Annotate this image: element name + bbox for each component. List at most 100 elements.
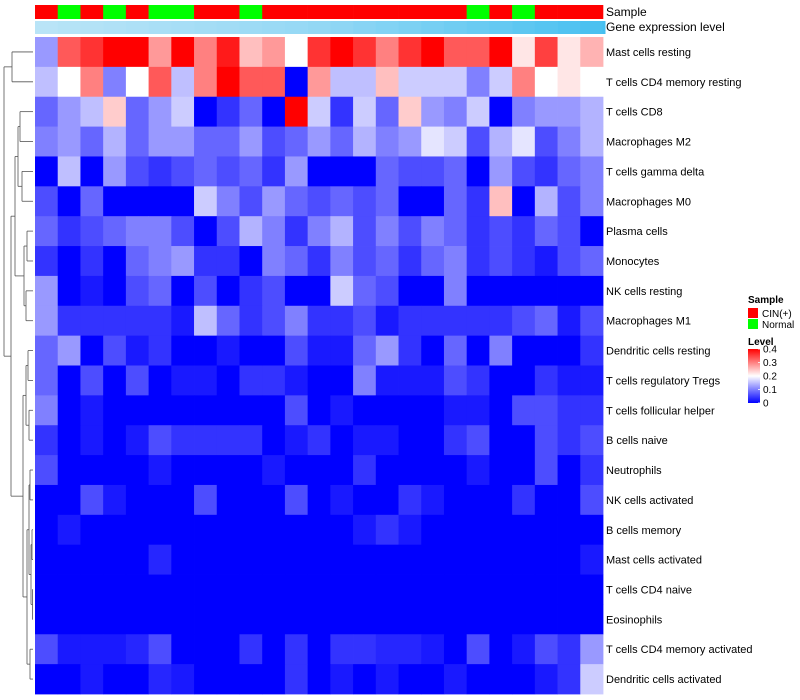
heatmap-cell [580,455,604,486]
heatmap-cell [557,246,581,277]
heatmap-cell [375,246,399,277]
heatmap-cell [194,574,218,605]
heatmap-cell [557,484,581,516]
heatmap-cell [443,484,468,516]
sample-annotation-cell [512,5,536,19]
heatmap-cell [216,305,240,337]
heatmap-cell [443,96,468,127]
heatmap-cell [353,574,377,605]
heatmap-cell [171,484,195,516]
heatmap-cell [307,335,331,366]
heatmap-cell [57,275,81,307]
heatmap-cell [375,604,399,635]
heatmap-cell [216,365,240,396]
heatmap-cell [557,275,581,307]
heatmap-cell [307,305,331,337]
heatmap-cell [125,305,149,337]
heatmap-cell [330,544,354,575]
expression-annotation-cell [239,21,263,34]
heatmap-cell [171,634,195,665]
heatmap-cell [534,216,558,247]
heatmap-cell [489,664,513,695]
heatmap-cell [512,514,536,546]
heatmap-cell [239,425,263,456]
heatmap-cell [307,395,331,426]
legend-tick-label: 0.3 [763,358,777,369]
heatmap-cell [330,335,354,366]
heatmap-cell [534,66,558,98]
heatmap-cell [489,126,513,157]
heatmap-cell [103,335,127,366]
heatmap-cell [353,246,377,277]
heatmap-cell [353,604,377,635]
heatmap-cell [375,96,399,127]
heatmap-cell [375,425,399,456]
heatmap-cell [398,335,422,366]
heatmap-cell [216,216,240,247]
heatmap-cell [534,455,558,486]
heatmap-cell [512,455,536,486]
heatmap-cell [262,664,286,695]
heatmap-cell [421,664,445,695]
row-label: Mast cells resting [606,47,691,59]
heatmap-cell [580,126,604,157]
row-label: Dendritic cells resting [606,346,711,358]
heatmap-cell [125,664,149,695]
heatmap-cell [466,275,490,307]
expression-annotation-cell [466,21,490,34]
heatmap-cell [466,425,490,456]
heatmap-cell [512,126,536,157]
heatmap-cell [239,574,263,605]
heatmap-cell [443,37,468,68]
heatmap-cell [512,574,536,605]
heatmap-cell [125,395,149,426]
row-label: T cells CD4 naive [606,584,692,596]
heatmap-cell [80,246,104,277]
expression-annotation-cell [557,21,581,34]
row-label: Monocytes [606,256,660,268]
heatmap-cell [148,514,172,546]
heatmap-cell [443,634,468,665]
expression-annotation-cell [103,21,127,34]
row-label: T cells CD4 memory resting [606,77,742,89]
heatmap-cell [307,186,331,217]
heatmap-cell [262,126,286,157]
heatmap-cell [557,186,581,217]
heatmap-cell [262,275,286,307]
row-label: B cells naive [606,435,668,447]
heatmap-cell [103,216,127,247]
heatmap-cell [284,66,309,98]
heatmap-cell [307,126,331,157]
heatmap-cell [330,425,354,456]
heatmap-cell [239,216,263,247]
heatmap-cell [398,275,422,307]
heatmap-cell [216,66,240,98]
heatmap-cell [103,664,127,695]
heatmap-cell [125,634,149,665]
heatmap-cell [284,96,309,127]
heatmap-cell [443,246,468,277]
heatmap-cell [35,96,59,127]
heatmap-cell [512,305,536,337]
heatmap-cell [125,425,149,456]
heatmap-cell [443,216,468,247]
heatmap-cell [580,66,604,98]
heatmap-cell [330,216,354,247]
heatmap-cell [398,664,422,695]
heatmap-cell [35,275,59,307]
heatmap-cell [353,305,377,337]
heatmap-cell [443,305,468,337]
heatmap-cell [284,544,309,575]
heatmap-cell [262,335,286,366]
heatmap-cell [489,365,513,396]
heatmap-cell [421,186,445,217]
heatmap-cell [557,604,581,635]
heatmap-cell [262,574,286,605]
heatmap-cell [557,96,581,127]
heatmap-cell [35,425,59,456]
heatmap-cell [421,216,445,247]
heatmap-cell [534,365,558,396]
sample-annotation-cell [239,5,263,19]
heatmap-cell [262,186,286,217]
heatmap-cell [262,96,286,127]
